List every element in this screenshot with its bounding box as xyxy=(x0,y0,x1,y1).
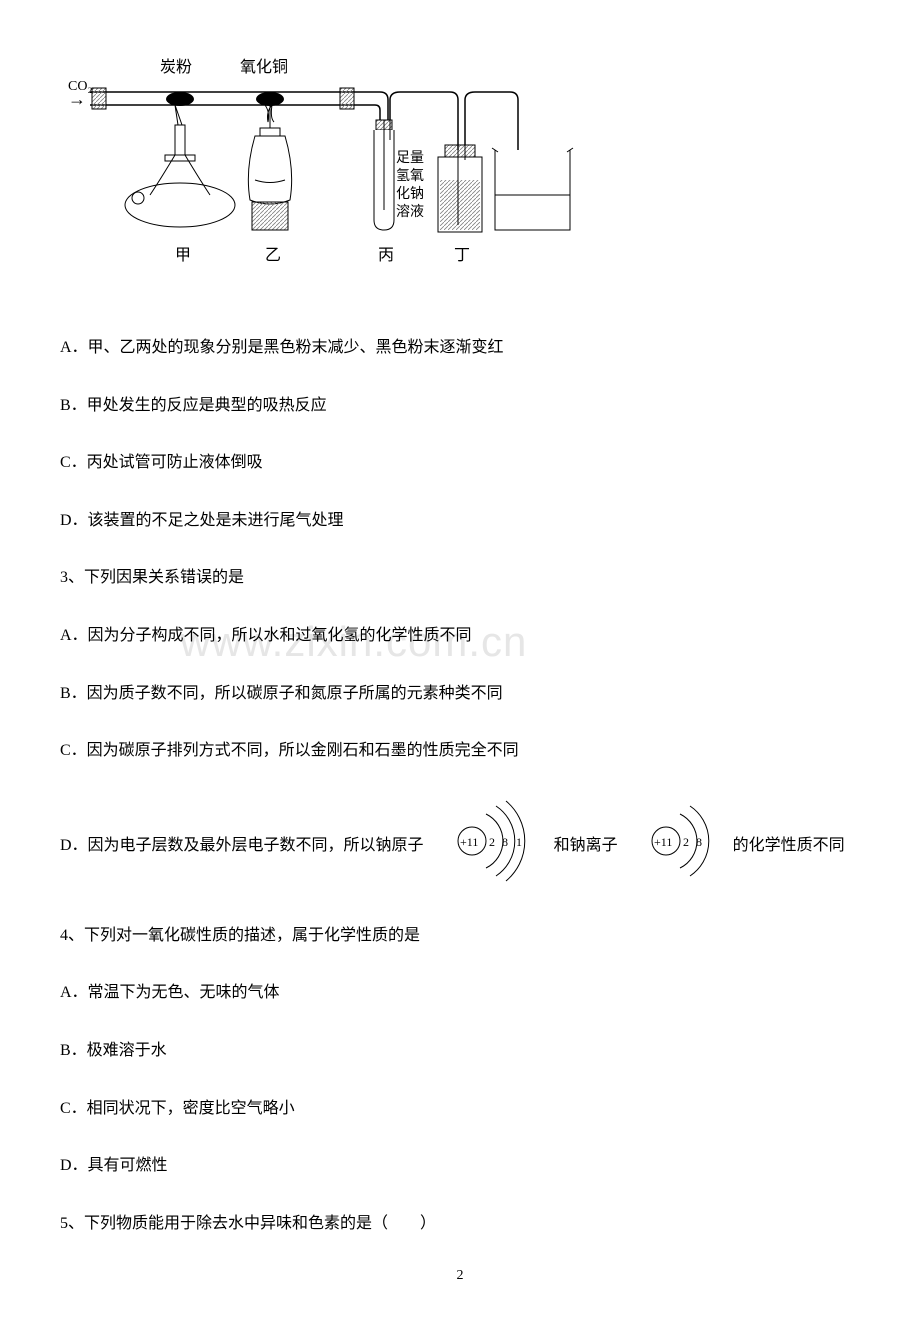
page-number: 2 xyxy=(60,1268,860,1284)
q3-option-a: A．因为分子构成不同，所以水和过氧化氢的化学性质不同 xyxy=(60,623,860,649)
na-ion-diagram: +11 2 8 xyxy=(628,796,723,891)
arrow-label: → xyxy=(68,89,86,109)
charcoal-label: 炭粉 xyxy=(160,58,192,76)
q5-stem: 5、下列物质能用于除去水中异味和色素的是（ ） xyxy=(60,1211,860,1237)
tube-bing xyxy=(374,120,394,230)
burner-jia xyxy=(125,105,235,227)
q3d-post: 的化学性质不同 xyxy=(733,831,845,855)
naoh-l1: 足量 xyxy=(396,150,424,166)
q4-option-b: B．极难溶于水 xyxy=(60,1038,860,1064)
page-content: CO₂ → 炭粉 氧化铜 甲 xyxy=(0,0,920,1324)
na-atom-diagram: +11 2 8 1 xyxy=(434,796,544,891)
ding-label: 丁 xyxy=(454,247,470,264)
naoh-l2: 氢氧 xyxy=(396,168,424,184)
na-ion-s2: 8 xyxy=(696,835,702,849)
q4-option-a: A．常温下为无色、无味的气体 xyxy=(60,980,860,1006)
beaker xyxy=(492,148,573,230)
na-atom-nucleus: +11 xyxy=(460,835,478,849)
naoh-l3: 化钠 xyxy=(396,186,424,202)
bing-label: 丙 xyxy=(378,247,394,264)
q3d-mid: 和钠离子 xyxy=(554,831,618,855)
q3-option-d: D．因为电子层数及最外层电子数不同，所以钠原子 +11 2 8 1 和钠离子 +… xyxy=(60,796,860,891)
q3-option-b: B．因为质子数不同，所以碳原子和氮原子所属的元素种类不同 xyxy=(60,681,860,707)
q2-option-c: C．丙处试管可防止液体倒吸 xyxy=(60,450,860,476)
q3-stem: 3、下列因果关系错误的是 xyxy=(60,565,860,591)
lamp-yi xyxy=(248,105,291,230)
apparatus-diagram: CO₂ → 炭粉 氧化铜 甲 xyxy=(60,50,860,285)
q2-option-a: A．甲、乙两处的现象分别是黑色粉末减少、黑色粉末逐渐变红 xyxy=(60,335,860,361)
na-atom-s1: 2 xyxy=(489,835,495,849)
q3-option-c: C．因为碳原子排列方式不同，所以金刚石和石墨的性质完全不同 xyxy=(60,738,860,764)
na-ion-nucleus: +11 xyxy=(654,835,672,849)
q2-option-d: D．该装置的不足之处是未进行尾气处理 xyxy=(60,508,860,534)
q4-option-d: D．具有可燃性 xyxy=(60,1153,860,1179)
naoh-l4: 溶液 xyxy=(396,204,424,220)
q4-option-c: C．相同状况下，密度比空气略小 xyxy=(60,1096,860,1122)
na-ion-s1: 2 xyxy=(683,835,689,849)
q2-option-b: B．甲处发生的反应是典型的吸热反应 xyxy=(60,393,860,419)
q3d-pre: D．因为电子层数及最外层电子数不同，所以钠原子 xyxy=(60,831,424,855)
apparatus-svg: CO₂ → 炭粉 氧化铜 甲 xyxy=(60,50,600,280)
naoh-ding xyxy=(438,145,482,232)
na-atom-s2: 8 xyxy=(502,835,508,849)
yi-label: 乙 xyxy=(265,247,281,264)
q4-stem: 4、下列对一氧化碳性质的描述，属于化学性质的是 xyxy=(60,923,860,949)
cuo-label: 氧化铜 xyxy=(240,58,288,76)
jia-label: 甲 xyxy=(175,247,191,264)
na-atom-s3: 1 xyxy=(516,835,522,849)
